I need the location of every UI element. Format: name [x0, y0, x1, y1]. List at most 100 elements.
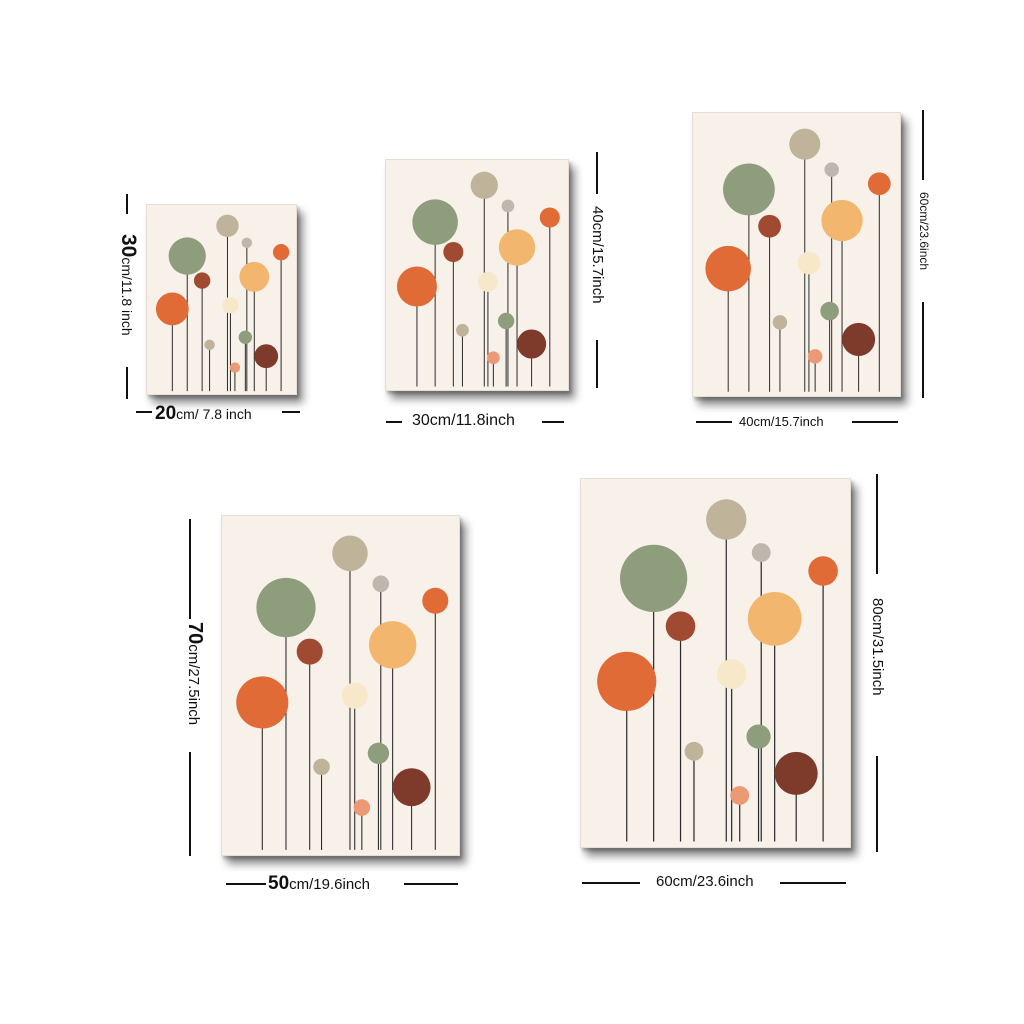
poster-20x30 [146, 204, 297, 395]
balloon-peach [368, 621, 417, 669]
artwork-balloon-flowers [396, 171, 560, 387]
balloon-brown [517, 329, 547, 359]
balloon-brown [392, 768, 431, 807]
balloon-tan-small [456, 323, 469, 337]
balloon-grey [501, 199, 515, 213]
width-line-60x80-right [780, 882, 846, 884]
balloon-rust [665, 611, 696, 641]
balloon-orange-small [808, 556, 838, 586]
balloon-cream [797, 251, 821, 275]
balloon-salmon [229, 362, 241, 373]
balloon-orange [236, 676, 289, 729]
poster-60x80 [580, 478, 851, 848]
balloon-rust [758, 214, 781, 238]
width-label-30x40: 30cm/11.8inch [412, 412, 515, 429]
balloon-tan-small [684, 741, 704, 761]
height-line-30x40-bottom [596, 340, 598, 388]
balloon-sage [723, 163, 775, 216]
balloon-sage-small [367, 742, 390, 764]
height-line-50x70-bottom [189, 752, 191, 856]
balloon-tan [470, 171, 498, 199]
balloon-peach [498, 229, 536, 266]
balloon-brown [842, 322, 876, 356]
artwork-balloon-flowers [155, 214, 290, 392]
balloon-cream [716, 659, 747, 689]
balloon-grey [751, 543, 771, 563]
height-line-40x60-bottom [922, 302, 924, 398]
height-line-60x80-bottom [876, 756, 878, 852]
width-line-30x40 [386, 421, 402, 423]
balloon-rust [443, 241, 464, 263]
balloon-tan-small [313, 758, 330, 776]
balloon-sage-small [497, 312, 515, 330]
artwork-balloon-flowers [705, 128, 891, 392]
balloon-salmon [807, 349, 823, 364]
balloon-rust [193, 272, 211, 289]
balloon-orange-small [539, 207, 560, 228]
height-label-50x70: 70cm/27.5inch [184, 622, 206, 726]
balloon-orange [396, 266, 437, 307]
balloon-orange [597, 651, 657, 711]
poster-30x40 [385, 159, 569, 391]
balloon-cream [477, 271, 498, 292]
width-line-30x40-right [542, 421, 564, 423]
balloon-orange-small [867, 172, 891, 196]
balloon-sage [256, 577, 316, 638]
artwork-balloon-flowers [597, 499, 838, 842]
width-line-50x70 [226, 883, 266, 885]
balloon-brown [254, 344, 279, 369]
balloon-grey [824, 162, 839, 177]
height-label-60x80: 80cm/31.5inch [869, 598, 886, 696]
balloon-sage-small [820, 301, 839, 321]
balloon-peach [747, 591, 802, 646]
width-label-20x30: 20cm/ 7.8 inch [155, 403, 252, 424]
height-line-50x70 [189, 519, 191, 619]
height-label-40x60: 60cm/23.6inch [917, 192, 931, 271]
balloon-sage-small [238, 330, 253, 345]
balloon-orange-small [422, 587, 449, 614]
height-line-60x80 [876, 474, 878, 574]
width-label-40x60: 40cm/15.7inch [739, 414, 824, 429]
width-line-20x30-right [282, 411, 300, 413]
balloon-brown [774, 751, 818, 795]
balloon-sage [620, 544, 688, 612]
balloon-salmon [353, 799, 371, 816]
width-label-60x80: 60cm/23.6inch [656, 873, 754, 890]
width-line-40x60 [696, 421, 732, 423]
balloon-orange [705, 245, 751, 292]
balloon-orange-small [272, 244, 290, 261]
width-line-50x70-right [404, 883, 458, 885]
balloon-cream [222, 296, 239, 314]
balloon-tan [789, 128, 821, 160]
balloon-salmon [487, 351, 500, 365]
height-line-20x30-bottom [126, 367, 128, 399]
balloon-grey [241, 237, 253, 249]
balloon-sage [168, 237, 206, 275]
balloon-grey [372, 575, 390, 593]
balloon-tan-small [204, 339, 215, 351]
balloon-salmon [730, 786, 750, 805]
height-label-30x40: 40cm/15.7inch [589, 206, 606, 304]
height-line-20x30 [126, 194, 128, 214]
height-line-30x40 [596, 152, 598, 194]
width-line-60x80 [582, 882, 640, 884]
width-line-20x30 [136, 411, 152, 413]
height-label-20x30: 30cm/11.8 inch [117, 234, 140, 336]
balloon-cream [341, 682, 368, 709]
balloon-tan-small [772, 315, 788, 330]
balloon-peach [821, 199, 863, 242]
width-label-50x70: 50cm/19.6inch [268, 873, 371, 894]
poster-40x60 [692, 112, 901, 397]
balloon-sage-small [746, 724, 771, 749]
width-line-40x60-right [852, 421, 898, 423]
balloon-rust [296, 638, 323, 665]
balloon-tan [332, 535, 368, 572]
balloon-peach [239, 261, 270, 292]
balloon-tan [706, 499, 747, 540]
poster-50x70 [221, 515, 460, 856]
artwork-balloon-flowers [236, 535, 449, 850]
balloon-tan [216, 214, 239, 237]
height-line-40x60 [922, 110, 924, 180]
balloon-orange [155, 292, 189, 326]
balloon-sage [412, 199, 458, 245]
